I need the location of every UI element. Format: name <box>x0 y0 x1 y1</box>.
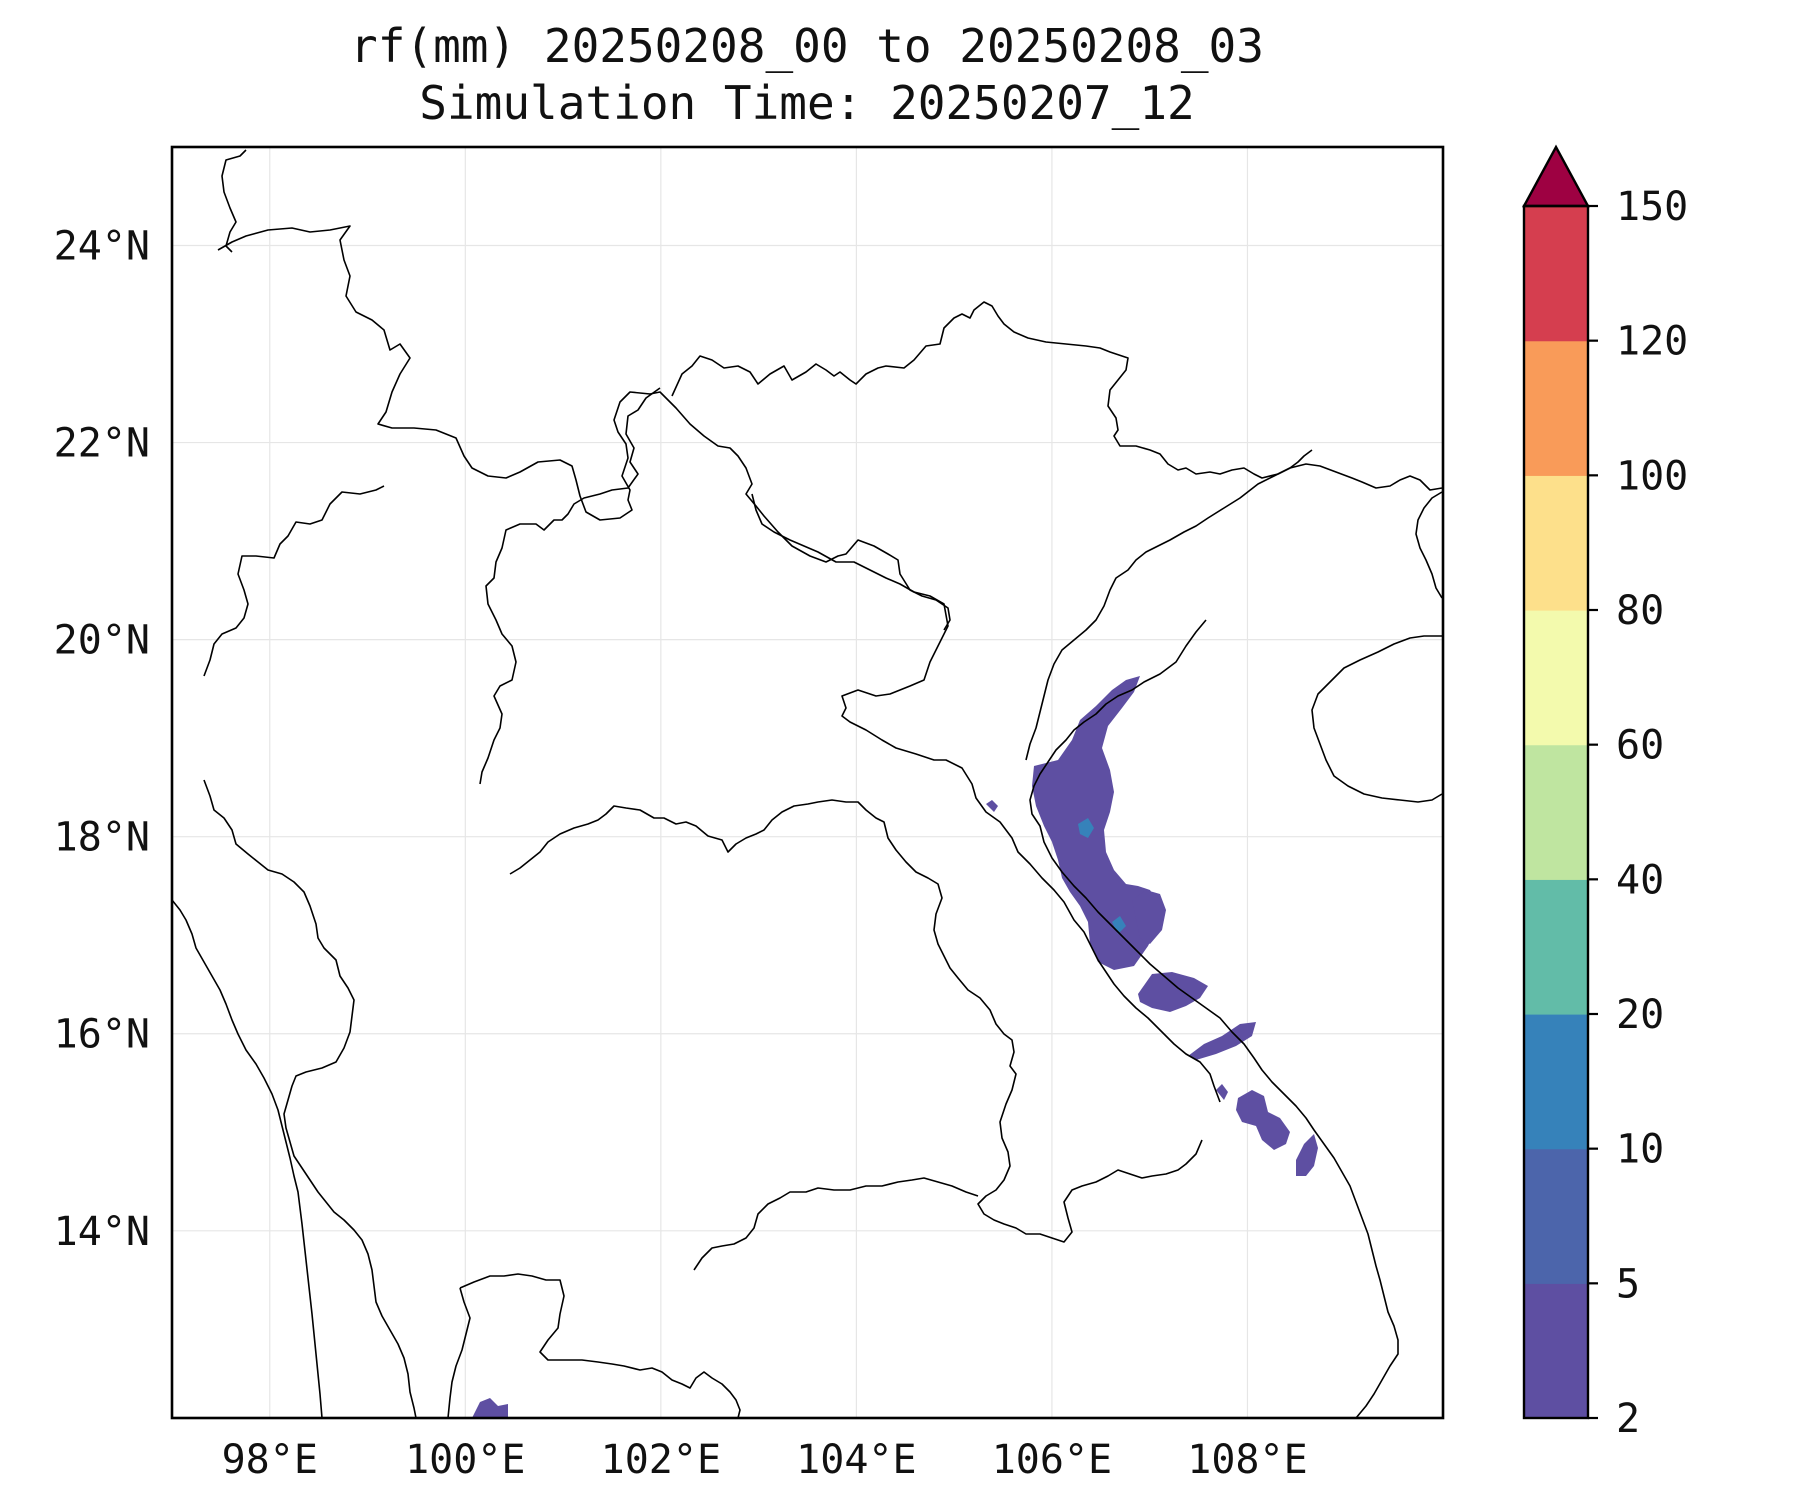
rain-patch-moderate-1 <box>1078 818 1094 838</box>
lat-tick-label: 16°N <box>54 1012 150 1058</box>
colorbar-tick-label: 10 <box>1616 1127 1664 1173</box>
map-frame <box>170 145 1445 1420</box>
colorbar-frame <box>1522 204 1590 1420</box>
colorbar-segment <box>1524 1283 1588 1419</box>
rain-patch-south-edge <box>472 1398 508 1418</box>
lat-tick-label: 24°N <box>54 224 150 270</box>
vietnam-coast <box>1029 619 1399 1418</box>
colorbar-tick-label: 80 <box>1616 588 1664 634</box>
colorbar-segment <box>1524 1148 1588 1284</box>
colorbar-tick-label: 40 <box>1616 857 1664 903</box>
colorbar-segment <box>1524 340 1588 476</box>
lon-tick-label: 108°E <box>1187 1437 1307 1483</box>
colorbar-extend-arrow <box>1521 144 1591 208</box>
hainan-island <box>1311 635 1443 803</box>
map-background <box>172 147 1443 1418</box>
colorbar-segment <box>1524 206 1588 342</box>
colorbar-tick-label: 60 <box>1616 723 1664 769</box>
colorbar-segment <box>1524 744 1588 880</box>
colorbar-segment <box>1524 879 1588 1015</box>
laos-vietnam-border-central <box>751 493 1221 1103</box>
rain-patch-binhdinh <box>1296 1134 1318 1176</box>
myanmar-china-border <box>221 149 247 253</box>
rain-patch-north-central-vietnam <box>1032 676 1160 970</box>
rain-patch-quangngai <box>1236 1090 1290 1150</box>
colorbar-tick-label: 100 <box>1616 453 1688 499</box>
lat-tick-label: 22°N <box>54 421 150 467</box>
colorbar-segments <box>1524 206 1588 1419</box>
lon-tick-label: 100°E <box>405 1437 525 1483</box>
rain-patch-moderate-2 <box>1112 916 1126 934</box>
colorbar-tick-label: 2 <box>1616 1396 1640 1442</box>
rain-patch-danang <box>1188 1022 1256 1060</box>
rainfall-field <box>472 676 1318 1418</box>
longitude-tick-labels: 98°E 100°E 102°E 104°E 106°E 108°E <box>222 1437 1308 1483</box>
rain-patch-hue <box>1138 972 1208 1012</box>
colorbar-segment <box>1524 1014 1588 1150</box>
rain-patch-quangngai-small <box>1216 1084 1228 1100</box>
china-border <box>217 225 951 631</box>
myanmar-thailand-border <box>203 779 417 1418</box>
colorbar-tick-labels: 2 5 10 20 40 60 80 100 120 150 <box>1588 184 1688 1442</box>
latitude-tick-labels: 24°N 22°N 20°N 18°N 16°N 14°N <box>54 224 150 1255</box>
gulf-tonkin-coast <box>1025 463 1443 761</box>
lon-tick-label: 106°E <box>992 1437 1112 1483</box>
thailand-south-coast <box>459 1273 741 1418</box>
cambodia-outline <box>693 1177 979 1271</box>
chart-subtitle: Simulation Time: 20250207_12 <box>419 76 1194 130</box>
colorbar-tick-label: 5 <box>1616 1261 1640 1307</box>
andaman-coast <box>172 899 323 1418</box>
gulf-thailand-coast <box>447 1287 471 1418</box>
colorbar-segment <box>1524 475 1588 611</box>
rain-patch-laos-small <box>986 800 998 812</box>
lat-tick-label: 20°N <box>54 618 150 664</box>
china-vietnam-border <box>671 301 1313 479</box>
coastlines-and-borders <box>172 149 1443 1418</box>
colorbar-tick-label: 20 <box>1616 992 1664 1038</box>
colorbar-tick-label: 120 <box>1616 319 1688 365</box>
map-area: 98°E 100°E 102°E 104°E 106°E 108°E 24°N 22°N 20… <box>54 145 1445 1483</box>
lat-tick-label: 18°N <box>54 815 150 861</box>
leizhou-peninsula <box>1415 491 1443 599</box>
lon-tick-label: 104°E <box>796 1437 916 1483</box>
lat-tick-label: 14°N <box>54 1209 150 1255</box>
chart-title: rf(mm) 20250208_00 to 20250208_03 <box>350 19 1264 73</box>
colorbar-segment <box>1524 610 1588 746</box>
thailand-laos-border <box>509 799 1203 1243</box>
colorbar-tick-label: 150 <box>1616 184 1688 230</box>
lon-tick-label: 102°E <box>601 1437 721 1483</box>
colorbar: 2 5 10 20 40 60 80 100 120 150 <box>1521 144 1688 1442</box>
rain-patch-coast-1 <box>1132 890 1166 944</box>
lon-tick-label: 98°E <box>222 1437 318 1483</box>
myanmar-laos-border <box>203 485 385 677</box>
laos-vietnam-border-north <box>479 387 661 785</box>
